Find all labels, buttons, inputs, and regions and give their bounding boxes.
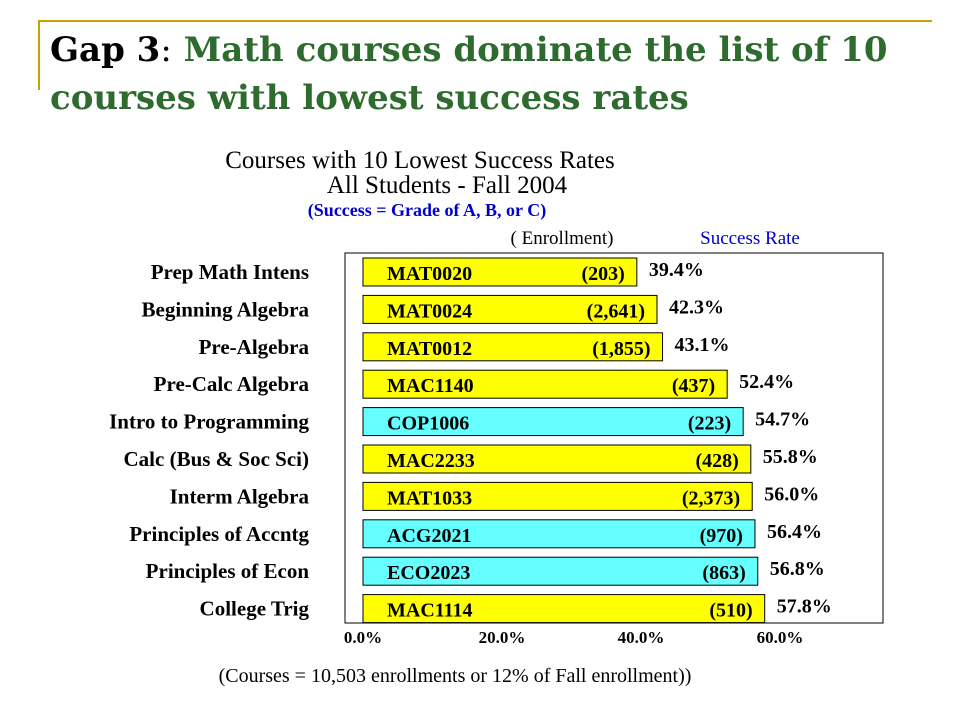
x-tick-label: 40.0%	[618, 628, 665, 647]
course-code-label: COP1006	[387, 413, 469, 435]
course-code-label: MAC1140	[387, 375, 474, 397]
rate-label: 54.7%	[755, 409, 810, 431]
category-label: Interm Algebra	[170, 484, 310, 508]
bar	[362, 257, 638, 287]
enrollment-label: (428)	[695, 450, 738, 472]
course-code-label: ACG2021	[387, 525, 471, 547]
x-tick-label: 60.0%	[757, 628, 804, 647]
enrollment-label: (223)	[688, 413, 731, 435]
slide-headline: Math courses dominate the list of 10 cou…	[50, 30, 888, 118]
category-label: Intro to Programming	[109, 410, 309, 434]
rate-label: 57.8%	[777, 596, 832, 618]
success-rate-column-header: Success Rate	[700, 228, 800, 249]
bar	[362, 556, 759, 586]
category-label: College Trig	[200, 597, 310, 621]
course-code-label: MAC2233	[387, 450, 475, 472]
course-code-label: MAT0012	[387, 338, 472, 360]
rate-label: 56.8%	[770, 558, 825, 580]
course-code-label: MAT0024	[387, 300, 472, 322]
rate-label: 43.1%	[675, 334, 730, 356]
chart-subtitle: (Success = Grade of A, B, or C)	[308, 200, 546, 221]
bar	[362, 444, 752, 474]
x-tick-label: 0.0%	[344, 628, 382, 647]
category-label: Pre-Calc Algebra	[154, 372, 310, 396]
bar	[362, 481, 753, 511]
course-code-label: MAT1033	[387, 487, 472, 509]
rate-label: 39.4%	[649, 259, 704, 281]
gap-label: Gap 3	[50, 30, 161, 70]
category-label: Beginning Algebra	[142, 297, 310, 321]
category-label: Calc (Bus & Soc Sci)	[124, 447, 310, 471]
enrollment-label: (970)	[700, 525, 743, 547]
course-code-label: MAC1114	[387, 600, 473, 622]
chart-footnote: (Courses = 10,503 enrollments or 12% of …	[219, 665, 692, 687]
enrollment-label: (510)	[709, 600, 752, 622]
enrollment-label: (2,641)	[587, 300, 645, 322]
bar	[362, 519, 756, 549]
x-tick-label: 20.0%	[479, 628, 526, 647]
course-code-label: ECO2023	[387, 562, 470, 584]
rate-label: 56.4%	[767, 521, 822, 543]
chart-title-line-2: All Students - Fall 2004	[327, 172, 568, 199]
enrollment-label: (863)	[702, 562, 745, 584]
chart-title-line-1: Courses with 10 Lowest Success Rates	[225, 147, 615, 174]
rate-label: 52.4%	[739, 371, 794, 393]
slide-title: Gap 3: Math courses dominate the list of…	[50, 26, 950, 122]
enrollment-label: (1,855)	[592, 338, 650, 360]
category-label: Pre-Algebra	[199, 335, 310, 359]
bars-group: Prep Math Intens MAT0020 (203) 39.4% Beginni…	[109, 257, 832, 624]
enrollment-label: (2,373)	[682, 487, 740, 509]
bar	[362, 407, 744, 437]
enrollment-column-header: ( Enrollment)	[511, 228, 614, 249]
title-frame-left-line	[38, 20, 40, 90]
category-label: Principles of Accntg	[129, 522, 309, 546]
category-label: Principles of Econ	[146, 559, 310, 583]
rate-label: 42.3%	[669, 296, 724, 318]
bar	[362, 294, 658, 324]
bar	[362, 594, 766, 624]
course-code-label: MAT0020	[387, 263, 472, 285]
bar	[362, 369, 728, 399]
title-frame-top-line	[40, 20, 932, 22]
enrollment-label: (437)	[672, 375, 715, 397]
rate-label: 55.8%	[763, 446, 818, 468]
rate-label: 56.0%	[764, 483, 819, 505]
enrollment-label: (203)	[582, 263, 625, 285]
category-label: Prep Math Intens	[151, 260, 309, 284]
bar	[362, 332, 664, 362]
gap-colon: :	[160, 30, 172, 70]
x-axis-ticks: 0.0% 20.0% 40.0% 60.0%	[344, 628, 804, 647]
